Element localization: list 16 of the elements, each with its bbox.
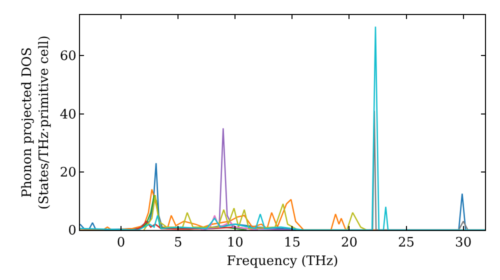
x-tick-label: 25 bbox=[398, 236, 415, 251]
y-tick-label: 40 bbox=[60, 107, 76, 122]
line-series bbox=[143, 194, 367, 230]
x-tick-label: 30 bbox=[455, 236, 472, 251]
x-tick-label: 0 bbox=[116, 236, 126, 251]
y-tick-label: 0 bbox=[68, 224, 76, 239]
x-axis-title: Frequency (THz) bbox=[226, 254, 338, 270]
x-tick-label: 20 bbox=[340, 236, 358, 251]
line-series bbox=[80, 26, 485, 230]
x-tick-label: 15 bbox=[284, 236, 300, 251]
x-tick-label: 10 bbox=[226, 236, 244, 251]
y-tick-label: 60 bbox=[60, 49, 76, 64]
y-tick-label: 20 bbox=[60, 165, 76, 180]
line-series bbox=[200, 214, 259, 230]
y-axis-title: Phonon projected DOS (States/THz·primitive cell) bbox=[20, 35, 52, 210]
x-tick-label: 5 bbox=[174, 236, 182, 251]
